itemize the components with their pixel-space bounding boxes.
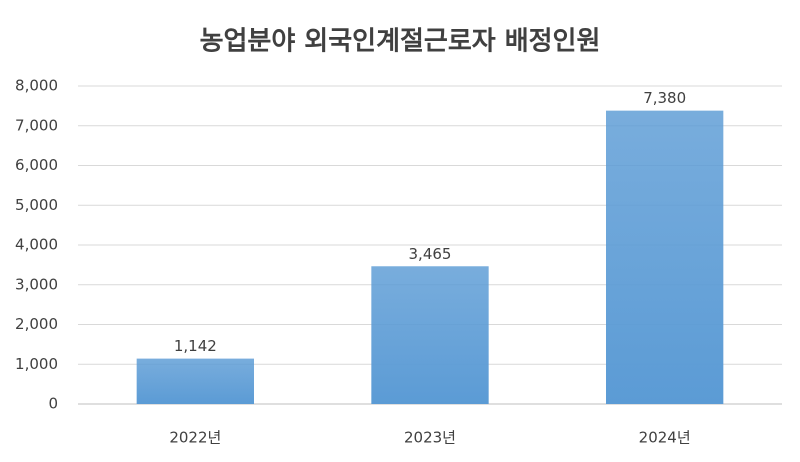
- y-tick-label: 5,000: [15, 196, 58, 214]
- x-tick-label: 2024년: [639, 429, 691, 447]
- bar: [606, 110, 724, 405]
- y-tick-label: 8,000: [15, 77, 58, 95]
- y-tick-label: 6,000: [15, 156, 58, 174]
- y-tick-label: 2,000: [15, 315, 58, 333]
- value-label: 7,380: [643, 89, 686, 107]
- y-tick-label: 7,000: [15, 116, 58, 134]
- bar: [371, 266, 489, 404]
- y-tick-label: 3,000: [15, 275, 58, 293]
- value-label: 1,142: [174, 337, 217, 355]
- x-tick-label: 2023년: [404, 429, 456, 447]
- x-tick-label: 2022년: [169, 429, 221, 447]
- y-tick-label: 4,000: [15, 236, 58, 254]
- value-label: 3,465: [409, 245, 452, 263]
- bar: [136, 358, 254, 404]
- chart-title: 농업분야 외국인계절근로자 배정인원: [200, 27, 601, 57]
- y-tick-label: 1,000: [15, 355, 58, 373]
- y-tick-label: 0: [48, 395, 58, 413]
